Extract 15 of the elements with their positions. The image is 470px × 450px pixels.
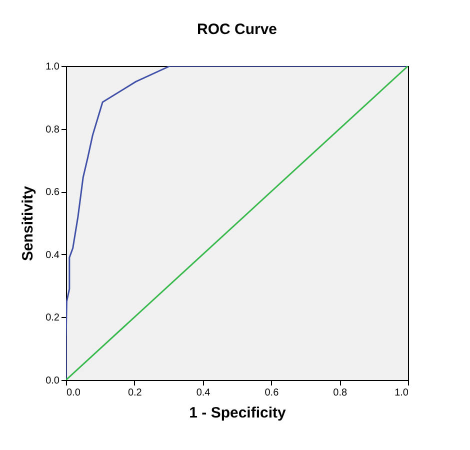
y-tick-label: 0.6 (46, 187, 60, 198)
x-tick-label: 0.8 (333, 388, 348, 398)
x-axis-title: 1 - Specificity (189, 404, 287, 422)
chart-title: ROC Curve (196, 21, 278, 38)
y-tick-label: 0.4 (46, 250, 60, 261)
y-tick-label: 0.2 (46, 312, 60, 324)
x-tick-label: 0.4 (196, 388, 211, 398)
x-tick-label: 0.0 (66, 388, 81, 398)
y-tick-label: 1.0 (46, 62, 60, 72)
y-tick-label: 0.8 (46, 124, 60, 136)
x-tick-label: 0.2 (128, 388, 142, 398)
y-axis-title: Sensitivity (20, 185, 37, 262)
x-tick-label: 1.0 (394, 388, 409, 398)
x-tick-label: 0.6 (264, 388, 280, 398)
y-tick-label: 0.0 (46, 376, 60, 386)
